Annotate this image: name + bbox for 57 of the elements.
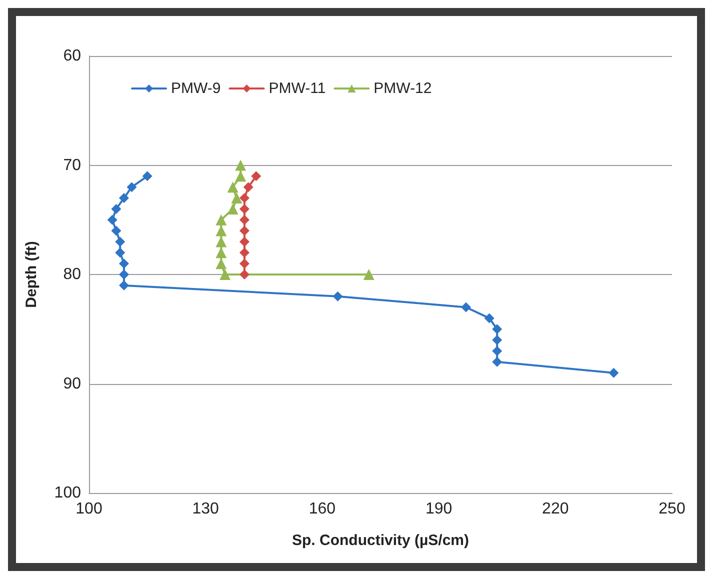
point <box>492 335 502 346</box>
x-tick-label: 130 <box>192 500 220 518</box>
point <box>332 291 343 302</box>
point <box>115 248 126 258</box>
point <box>239 193 250 204</box>
y-tick-label: 90 <box>63 375 82 392</box>
point <box>239 258 250 269</box>
point <box>235 160 246 171</box>
point <box>126 182 137 192</box>
point <box>363 269 374 280</box>
point <box>220 269 231 280</box>
x-tick-label: 160 <box>308 500 336 518</box>
point <box>461 302 472 312</box>
y-tick-label: 60 <box>63 48 82 64</box>
point <box>118 258 129 269</box>
point <box>235 170 246 182</box>
point <box>243 182 254 192</box>
y-tick-label: 80 <box>63 266 82 283</box>
x-tick-label: 220 <box>542 500 569 518</box>
point <box>492 356 502 367</box>
point <box>216 225 227 236</box>
point <box>239 248 250 258</box>
point <box>239 270 250 280</box>
point <box>239 226 250 236</box>
point <box>118 193 129 204</box>
point <box>484 313 494 324</box>
point <box>251 171 262 182</box>
point <box>227 203 238 214</box>
y-tick-label: 70 <box>63 156 82 174</box>
point <box>492 346 502 356</box>
point <box>216 247 227 258</box>
point <box>239 214 250 225</box>
y-tick-label: 100 <box>54 484 82 502</box>
point <box>227 182 238 193</box>
point <box>111 204 122 214</box>
x-axis-title: Sp. Conductivity (µS/cm) <box>292 532 469 549</box>
point <box>608 368 619 378</box>
x-tick-label: 190 <box>425 500 452 518</box>
x-tick-label: 100 <box>76 500 102 518</box>
point <box>216 214 227 226</box>
point <box>239 204 250 214</box>
point <box>115 236 126 247</box>
y-axis-title: Depth (ft) <box>23 241 40 308</box>
point <box>111 226 122 236</box>
legend-label: PMW-11 <box>268 80 326 97</box>
point <box>216 258 227 270</box>
point <box>492 324 502 334</box>
point <box>231 192 242 204</box>
point <box>216 236 227 248</box>
point <box>118 280 129 290</box>
point <box>142 171 152 182</box>
point <box>107 214 118 225</box>
legend-label: PMW-9 <box>171 80 221 97</box>
x-tick-label: 250 <box>658 500 686 518</box>
point <box>239 236 250 247</box>
point <box>118 270 129 280</box>
legend-label: PMW-12 <box>374 80 432 97</box>
